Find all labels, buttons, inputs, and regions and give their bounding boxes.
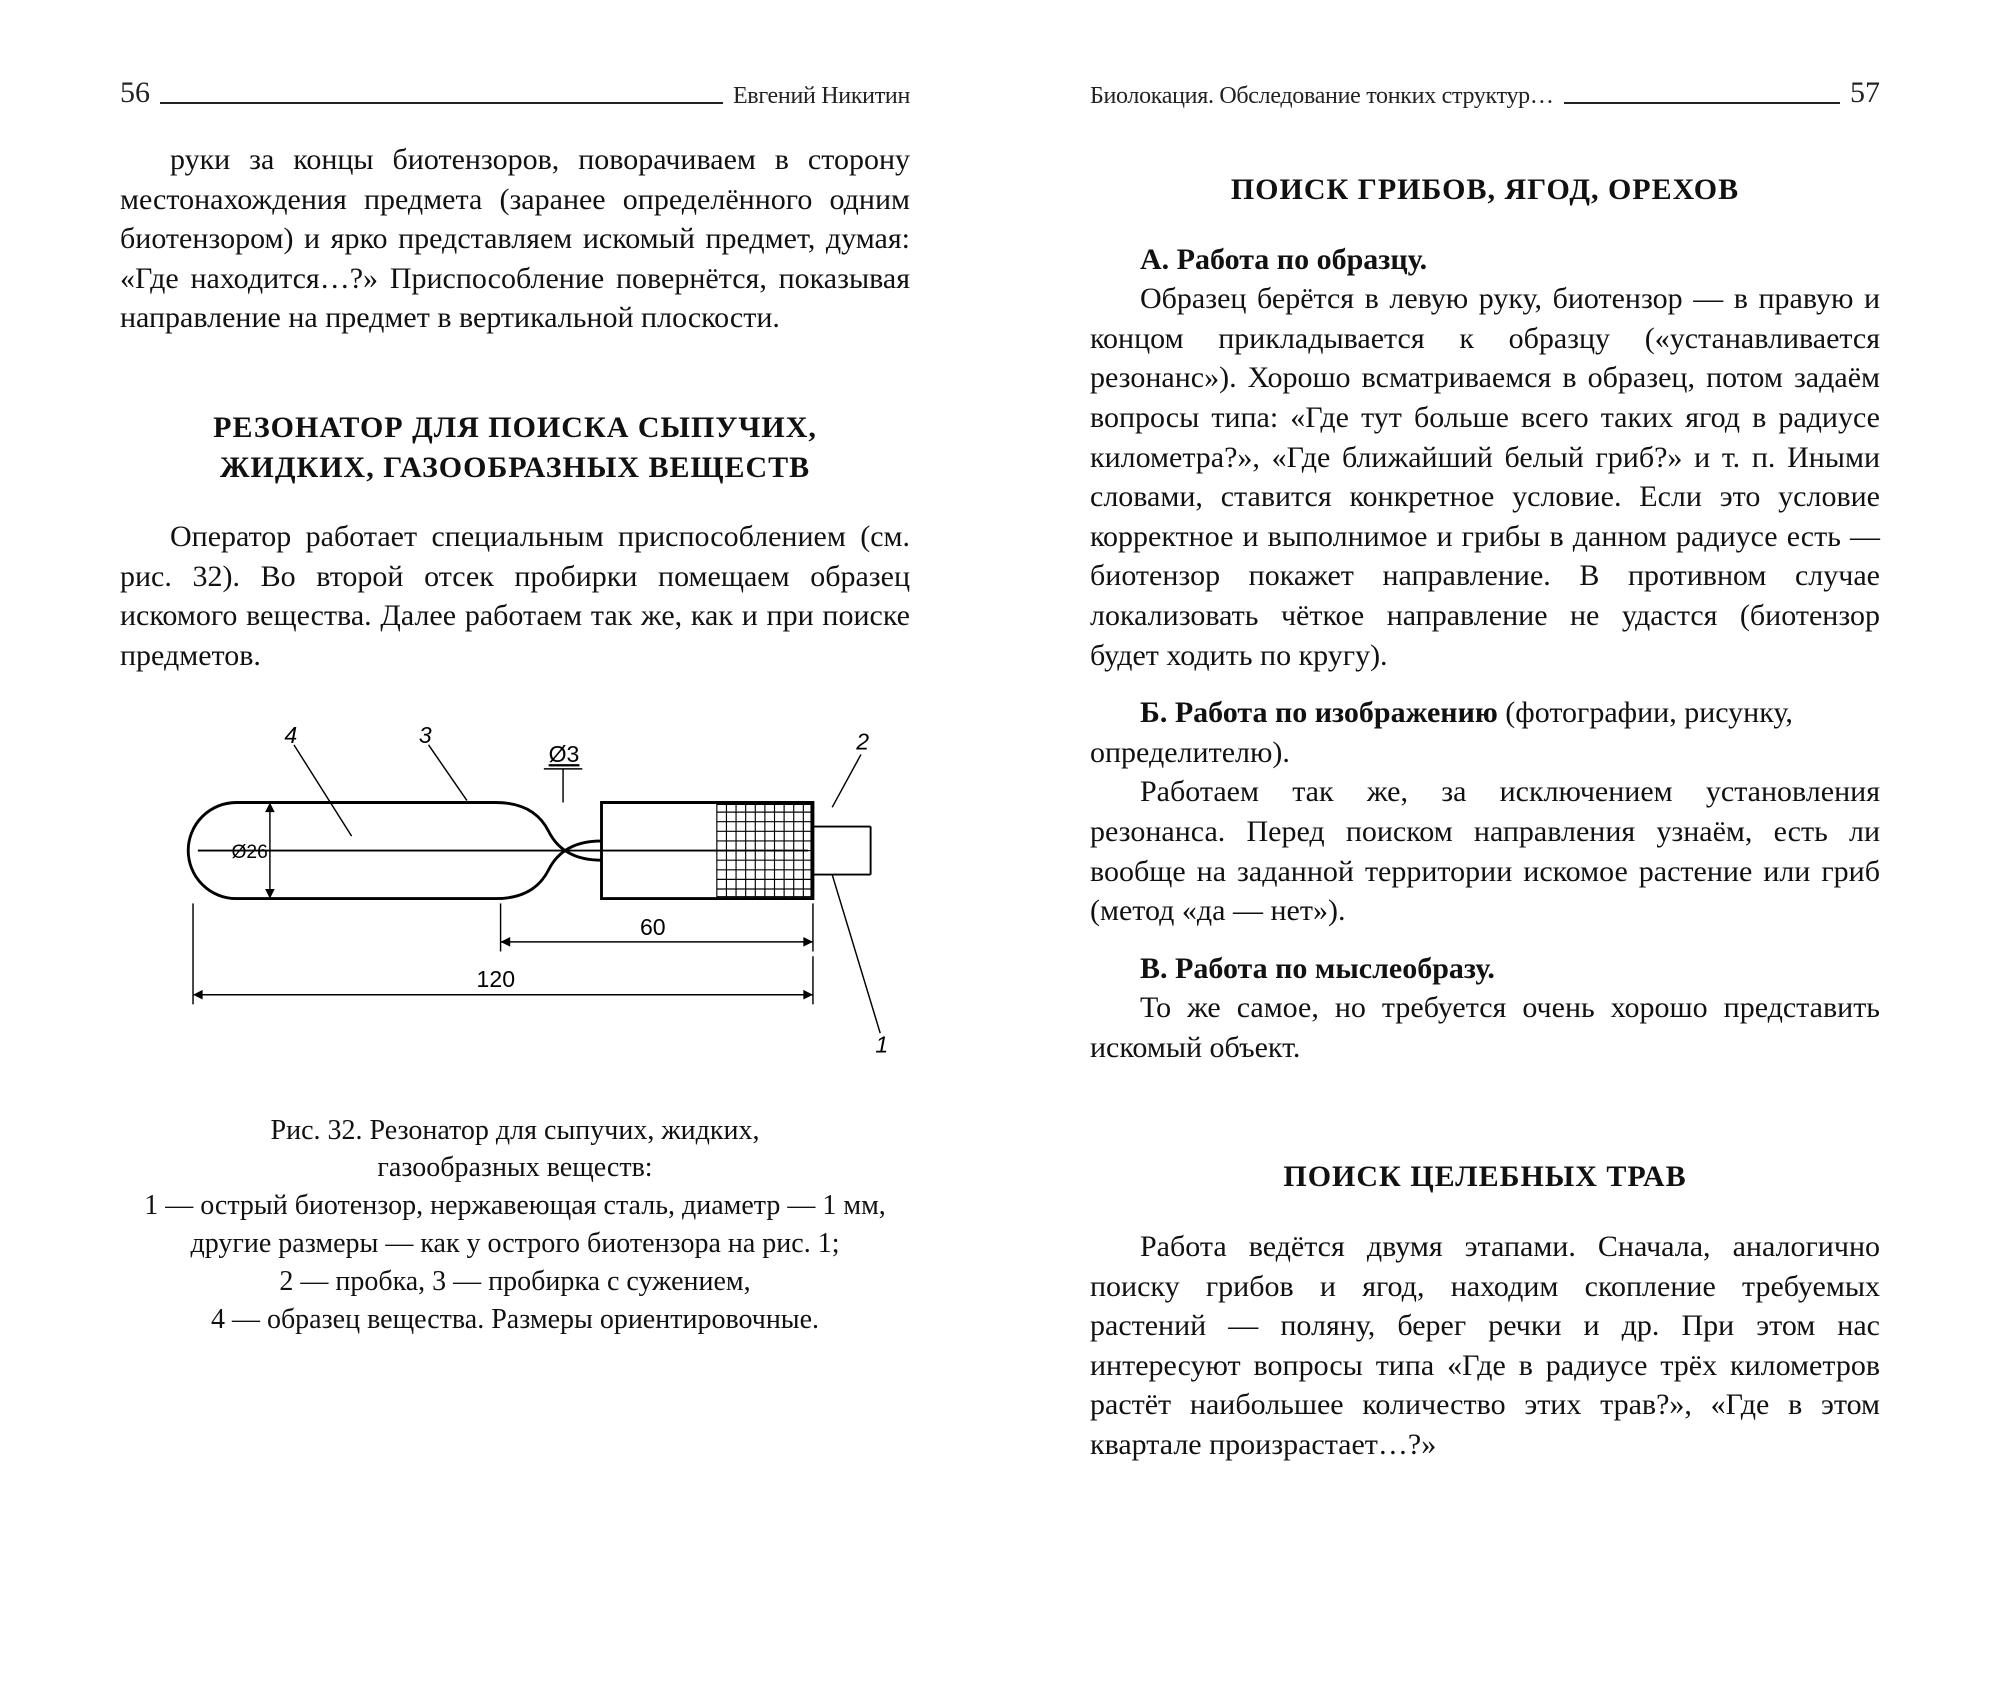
right-content: ПОИСК ГРИБОВ, ЯГОД, ОРЕХОВ А. Работа по … [1090, 170, 1880, 1465]
heading-search-mushrooms: ПОИСК ГРИБОВ, ЯГОД, ОРЕХОВ [1090, 170, 1880, 210]
diagram-label-3: 3 [419, 721, 432, 747]
diagram-dim-60: 60 [640, 914, 666, 940]
diagram-diam-small: Ø3 [549, 741, 580, 767]
diagram-dim-120: 120 [477, 966, 515, 992]
author-name: Евгений Никитин [733, 83, 910, 110]
figure-32-diagram: 4 3 Ø3 2 Ø26 60 120 1 [120, 716, 910, 1062]
resonator-svg: 4 3 Ø3 2 Ø26 60 120 1 [120, 716, 910, 1062]
caption-line-4: другие размеры — как у острого биотензор… [191, 1228, 840, 1259]
left-paragraph-1: руки за концы биотензоров, поворачиваем … [120, 140, 910, 338]
subhead-c-label: В. Работа по мыслеобразу. [1140, 952, 1495, 985]
subhead-a-label: А. Работа по образцу. [1140, 243, 1427, 276]
heading-line-2: ЖИДКИХ, ГАЗООБРАЗНЫХ ВЕЩЕСТВ [220, 451, 810, 484]
heading-search-herbs: ПОИСК ЦЕЛЕБНЫХ ТРАВ [1090, 1157, 1880, 1197]
page-left: 56 Евгений Никитин руки за концы биотенз… [0, 0, 1000, 1685]
diagram-diam-big: Ø26 [231, 842, 267, 863]
page-number-right: 57 [1850, 76, 1880, 110]
caption-line-3: 1 — острый биотензор, нержавеющая сталь,… [144, 1190, 886, 1221]
paragraph-herbs: Работа ведётся двумя этапами. Сначала, а… [1090, 1227, 1880, 1465]
figure-32-caption: Рис. 32. Резонатор для сыпучих, жидких, … [120, 1112, 910, 1339]
left-paragraph-2: Оператор работает специальным приспособл… [120, 517, 910, 675]
subhead-a: А. Работа по образцу. [1090, 240, 1880, 280]
diagram-label-4: 4 [284, 721, 297, 747]
running-head-left: 56 Евгений Никитин [120, 80, 910, 110]
book-title: Биолокация. Обследование тонких структур… [1090, 83, 1554, 110]
paragraph-b: Работаем так же, за исключением установл… [1090, 772, 1880, 930]
paragraph-c: То же самое, но требуется очень хорошо п… [1090, 988, 1880, 1067]
diagram-label-1: 1 [875, 1031, 888, 1057]
book-spread: 56 Евгений Никитин руки за концы биотенз… [0, 0, 2000, 1685]
heading-line-1: РЕЗОНАТОР ДЛЯ ПОИСКА СЫПУЧИХ, [213, 411, 817, 444]
page-number-left: 56 [120, 76, 150, 110]
running-head-right: Биолокация. Обследование тонких структур… [1090, 80, 1880, 110]
subhead-b-label: Б. Работа по изображению [1140, 696, 1498, 729]
header-rule [160, 102, 723, 104]
caption-line-1: Рис. 32. Резонатор для сыпучих, жидких, [271, 1115, 760, 1146]
paragraph-a: Образец берётся в левую руку, биотензор … [1090, 279, 1880, 675]
caption-line-2: газообразных веществ: [377, 1152, 652, 1183]
caption-line-5: 2 — пробка, 3 — пробирка с сужением, [279, 1266, 750, 1297]
page-right: Биолокация. Обследование тонких структур… [1000, 0, 2000, 1685]
header-rule [1564, 102, 1840, 104]
left-heading-resonator: РЕЗОНАТОР ДЛЯ ПОИСКА СЫПУЧИХ, ЖИДКИХ, ГА… [120, 408, 910, 487]
diagram-label-2: 2 [855, 728, 869, 754]
subhead-c: В. Работа по мыслеобразу. [1090, 949, 1880, 989]
caption-line-6: 4 — образец вещества. Размеры ориентиров… [211, 1304, 819, 1335]
subhead-b: Б. Работа по изображению (фотографии, ри… [1090, 693, 1880, 772]
left-content: руки за концы биотензоров, поворачиваем … [120, 140, 910, 1338]
